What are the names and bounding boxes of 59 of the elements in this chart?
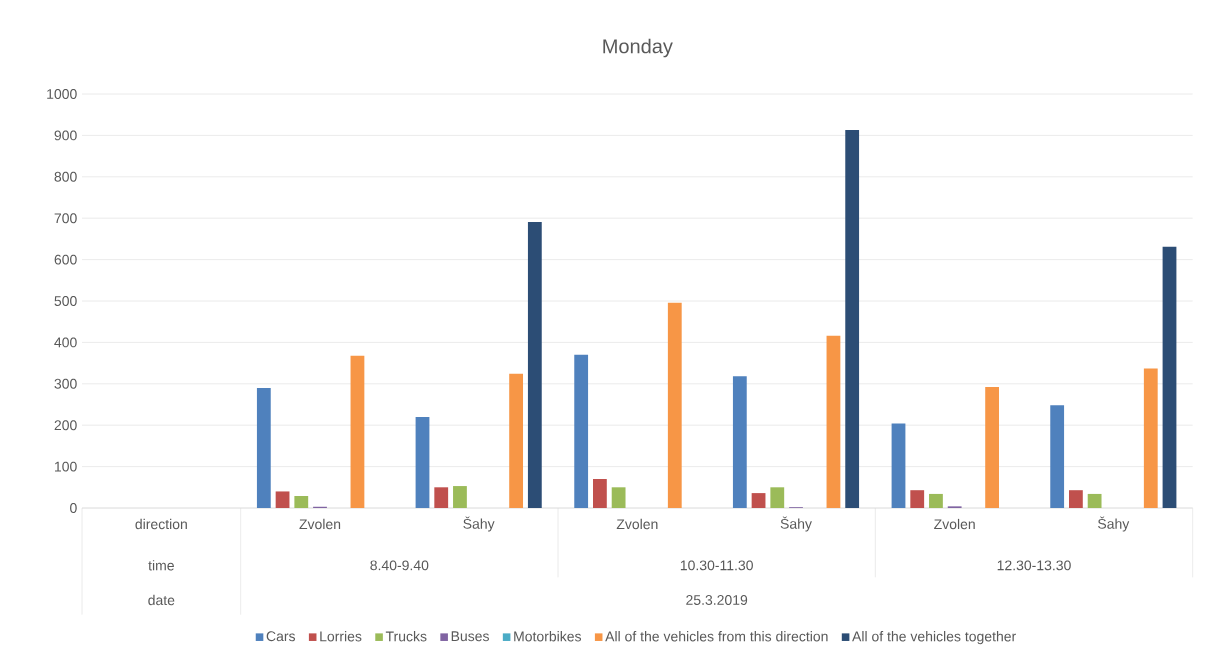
bar — [509, 373, 524, 508]
bar — [1087, 493, 1102, 508]
bar — [891, 423, 906, 508]
x-tick-label: Šahy — [780, 516, 812, 532]
bar — [415, 416, 430, 508]
bar — [1068, 490, 1083, 508]
text: date — [148, 594, 175, 606]
y-tick-label: 400 — [54, 337, 77, 348]
bar — [732, 376, 747, 508]
bar — [929, 493, 943, 508]
text: 12.30-13.30 — [997, 560, 1071, 571]
y-tick-label: 300 — [54, 378, 77, 389]
y-tick-label: 1000 — [47, 89, 77, 99]
bar — [1050, 405, 1065, 508]
y-tick-label: 600 — [54, 254, 77, 265]
bar — [592, 479, 607, 508]
legend-label: Buses — [451, 631, 489, 642]
y-tick-label: 800 — [54, 171, 77, 182]
legend-label: All of the vehicles from this direction — [605, 631, 828, 642]
legend-label: Trucks — [385, 631, 427, 642]
legend-label: Motorbikes — [514, 631, 582, 642]
x-tick-label: Zvolen — [616, 518, 658, 530]
text: 8.40-9.40 — [370, 560, 429, 571]
bar — [294, 496, 309, 508]
y-tick-label: 200 — [54, 420, 77, 431]
y-tick-label: 500 — [54, 296, 77, 306]
bar — [275, 491, 290, 508]
bar — [611, 487, 626, 508]
bar — [350, 355, 365, 508]
bar — [1162, 246, 1177, 508]
legend-label: All of the vehicles together — [852, 631, 1016, 645]
bar — [845, 130, 860, 508]
x-tick-label: Šahy — [1098, 516, 1130, 532]
legend-label: Lorries — [320, 631, 362, 642]
bar — [667, 302, 682, 508]
y-tick-label: 900 — [54, 130, 77, 141]
bar — [985, 387, 1000, 508]
legend-label: Cars — [266, 631, 296, 642]
bar — [434, 487, 449, 508]
bar — [574, 354, 589, 508]
bar — [751, 493, 766, 508]
bar — [256, 387, 271, 508]
x-tick-label: Zvolen — [934, 518, 975, 530]
text: 10.30-11.30 — [680, 560, 753, 571]
text: 25.3.2019 — [686, 595, 748, 605]
y-tick-label: 700 — [54, 213, 77, 224]
bar — [770, 487, 785, 508]
bar — [910, 490, 925, 508]
x-tick-label: direction — [135, 518, 187, 530]
x-tick-label: Zvolen — [299, 518, 341, 530]
bar — [1143, 368, 1158, 508]
y-tick-label: 100 — [55, 461, 77, 472]
bar — [826, 335, 841, 508]
chart-title: Monday — [603, 38, 673, 58]
x-tick-label: Šahy — [463, 516, 495, 532]
bar — [453, 486, 467, 508]
y-tick-label: 0 — [70, 503, 77, 513]
bar — [527, 221, 542, 508]
text: time — [148, 560, 174, 571]
